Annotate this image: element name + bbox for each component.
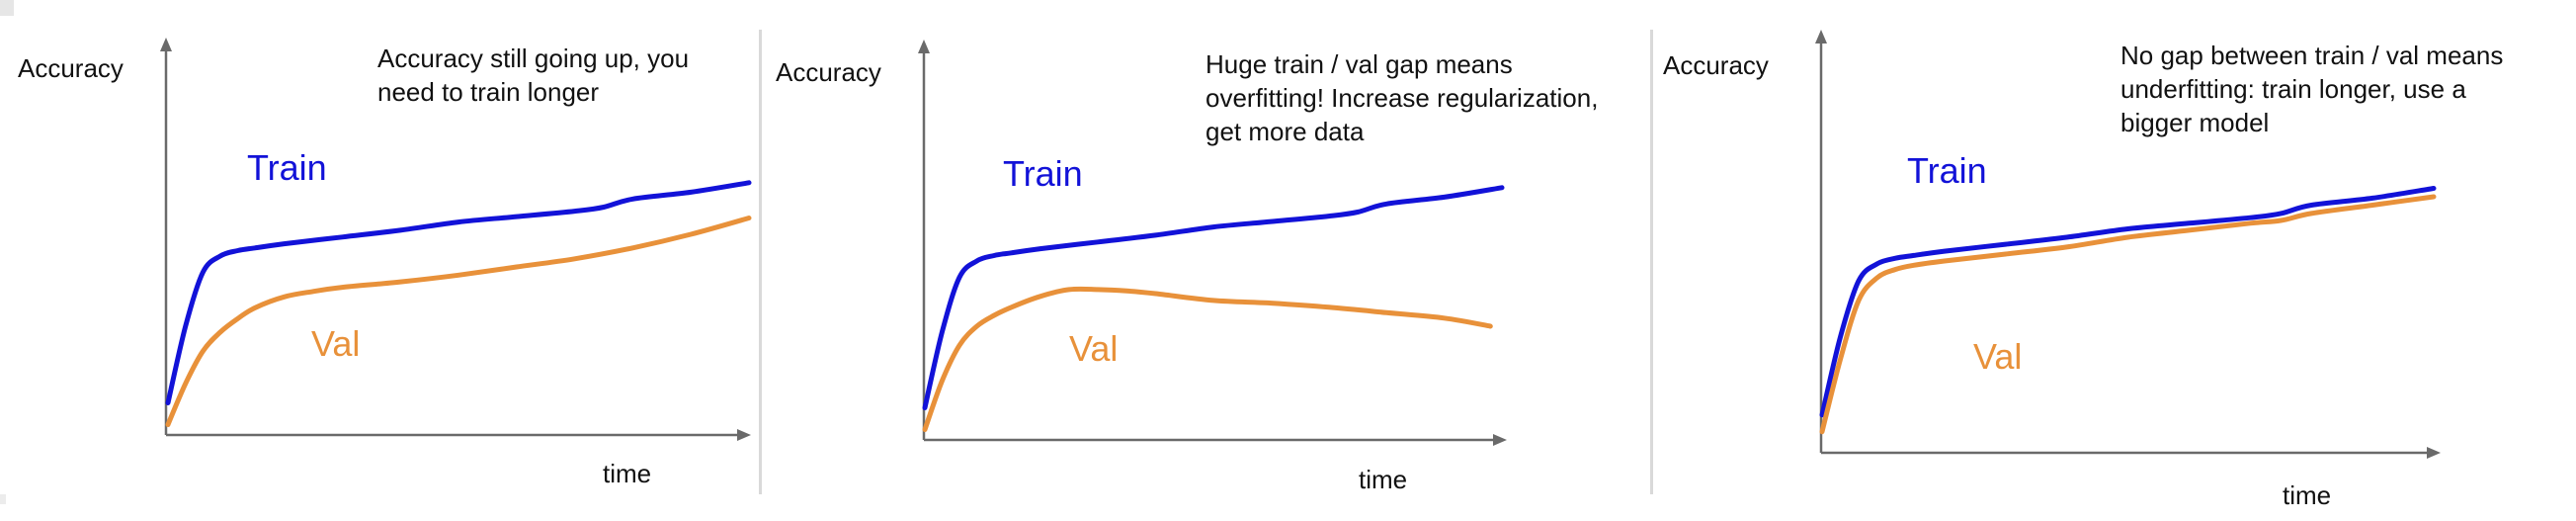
annotation-text: underfitting: train longer, use a [2120,74,2466,104]
val-series-line [1819,194,2437,435]
train-series-line [1819,186,2437,418]
annotation-text: Huge train / val gap means [1205,49,1513,79]
x-axis-arrow-icon [1493,434,1507,446]
x-axis-label: time [2283,480,2331,510]
corner-artifact [0,494,6,504]
train-series-line [165,180,752,405]
val-series-line [922,286,1493,432]
y-axis-label: Accuracy [18,53,124,83]
annotation-text: get more data [1205,117,1365,146]
panel-divider [759,30,762,494]
train-series-line [922,185,1505,410]
x-axis-arrow-icon [737,429,751,441]
val-series-label: Val [1973,336,2022,377]
panel-divider [1650,30,1653,494]
val-series-label: Val [1069,328,1118,369]
x-axis-label: time [603,459,651,488]
train-series-label: Train [1907,150,1987,191]
y-axis-label: Accuracy [1663,50,1769,80]
y-axis-arrow-icon [160,38,172,51]
train-series-label: Train [1003,153,1083,194]
annotation-text: bigger model [2120,108,2269,137]
x-axis-arrow-icon [2427,447,2441,459]
val-series-line [165,216,752,427]
corner-artifact [0,0,14,16]
y-axis-arrow-icon [918,40,930,53]
y-axis-label: Accuracy [776,57,881,87]
annotation-text: overfitting! Increase regularization, [1205,83,1598,113]
train-series-label: Train [247,147,327,188]
val-series-label: Val [311,323,360,364]
x-axis-label: time [1359,465,1407,494]
y-axis-arrow-icon [1815,30,1827,43]
annotation-text: need to train longer [377,77,599,107]
annotation-text: Accuracy still going up, you [377,43,689,73]
annotation-text: No gap between train / val means [2120,41,2503,70]
